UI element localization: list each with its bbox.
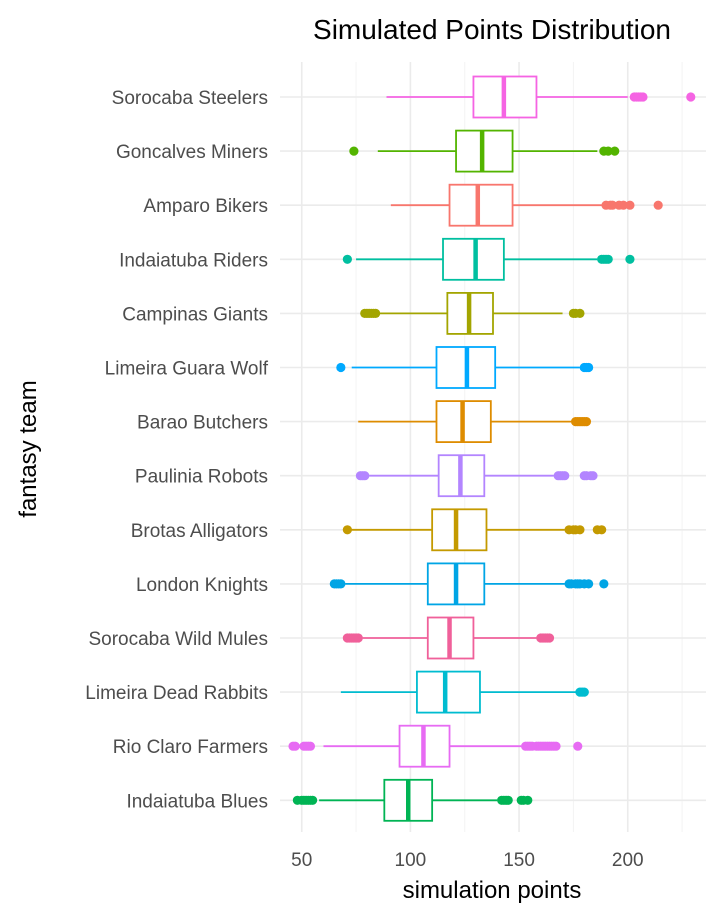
- box-group: [340, 670, 589, 714]
- iqr-box: [431, 508, 488, 552]
- box-group: [288, 724, 583, 768]
- y-axis-tick-labels: Sorocaba Steelers Goncalves Miners Amparo …: [85, 88, 268, 812]
- y-tick-label: Goncalves Miners: [116, 142, 268, 163]
- y-tick-label: Indaiatuba Riders: [119, 250, 268, 271]
- y-tick-label: Indaiatuba Blues: [126, 791, 268, 812]
- y-axis-title: fantasy team: [15, 380, 42, 517]
- x-tick-label: 100: [395, 850, 427, 871]
- box-group: [355, 454, 598, 498]
- box-group: [358, 400, 592, 444]
- iqr-box: [448, 183, 514, 227]
- outlier-point: [560, 471, 570, 481]
- y-tick-label: Sorocaba Wild Mules: [88, 629, 268, 650]
- outlier-point: [607, 200, 618, 210]
- outlier-point: [584, 579, 594, 589]
- box-group: [349, 129, 620, 173]
- outlier-point: [597, 525, 607, 535]
- y-tick-label: Paulinia Robots: [135, 467, 268, 488]
- outlier-point: [551, 741, 561, 751]
- box-group: [342, 237, 635, 281]
- outlier-point: [503, 795, 513, 805]
- box-group: [336, 346, 594, 389]
- outlier-point: [625, 200, 635, 210]
- outlier-point: [638, 92, 648, 102]
- outlier-point: [603, 146, 613, 156]
- box-group: [390, 183, 663, 227]
- outlier-point: [610, 146, 620, 156]
- outlier-point: [584, 362, 594, 373]
- grid-lines: [280, 62, 706, 832]
- outlier-point: [342, 525, 352, 535]
- iqr-box: [416, 670, 481, 714]
- box-group: [292, 778, 533, 822]
- outlier-point: [653, 200, 663, 210]
- x-tick-label: 200: [612, 850, 644, 871]
- outlier-point: [336, 362, 346, 373]
- outlier-point: [575, 308, 585, 318]
- y-tick-label: Rio Claro Farmers: [113, 737, 268, 758]
- outlier-point: [573, 741, 583, 751]
- box-group: [386, 75, 696, 119]
- x-tick-label: 150: [503, 850, 535, 871]
- x-axis-tick-labels: 50 100 150 200: [291, 850, 643, 871]
- outlier-point: [290, 741, 300, 751]
- outlier-point: [349, 146, 359, 156]
- y-tick-label: Barao Butchers: [137, 413, 268, 434]
- y-tick-label: Limeira Guara Wolf: [105, 359, 269, 380]
- y-tick-label: Campinas Giants: [122, 304, 268, 325]
- box-group: [342, 616, 555, 660]
- outlier-point: [523, 795, 533, 805]
- outlier-point: [544, 633, 555, 643]
- outlier-point: [353, 633, 363, 643]
- outlier-point: [579, 687, 589, 697]
- x-tick-label: 50: [291, 850, 312, 871]
- outlier-point: [686, 92, 696, 102]
- box-series: [288, 75, 696, 822]
- x-axis-title: simulation points: [403, 877, 582, 904]
- y-tick-label: Brotas Alligators: [131, 521, 268, 542]
- outlier-point: [625, 254, 635, 264]
- y-tick-label: London Knights: [136, 575, 268, 596]
- box-group: [360, 291, 585, 335]
- outlier-point: [342, 254, 352, 264]
- box-group: [342, 508, 607, 552]
- box-group: [329, 562, 609, 606]
- y-tick-label: Amparo Bikers: [143, 196, 268, 217]
- chart-title: Simulated Points Distribution: [313, 14, 671, 45]
- y-tick-label: Limeira Dead Rabbits: [85, 683, 268, 704]
- outlier-point: [618, 200, 629, 210]
- outlier-point: [305, 741, 316, 751]
- outlier-point: [575, 525, 585, 535]
- outlier-point: [336, 579, 346, 589]
- outlier-point: [603, 254, 613, 264]
- outlier-point: [588, 471, 598, 481]
- outlier-point: [581, 417, 592, 427]
- outlier-point: [308, 795, 318, 805]
- outlier-point: [360, 471, 370, 481]
- outlier-point: [599, 579, 609, 589]
- y-tick-label: Sorocaba Steelers: [112, 88, 268, 109]
- outlier-point: [371, 308, 381, 318]
